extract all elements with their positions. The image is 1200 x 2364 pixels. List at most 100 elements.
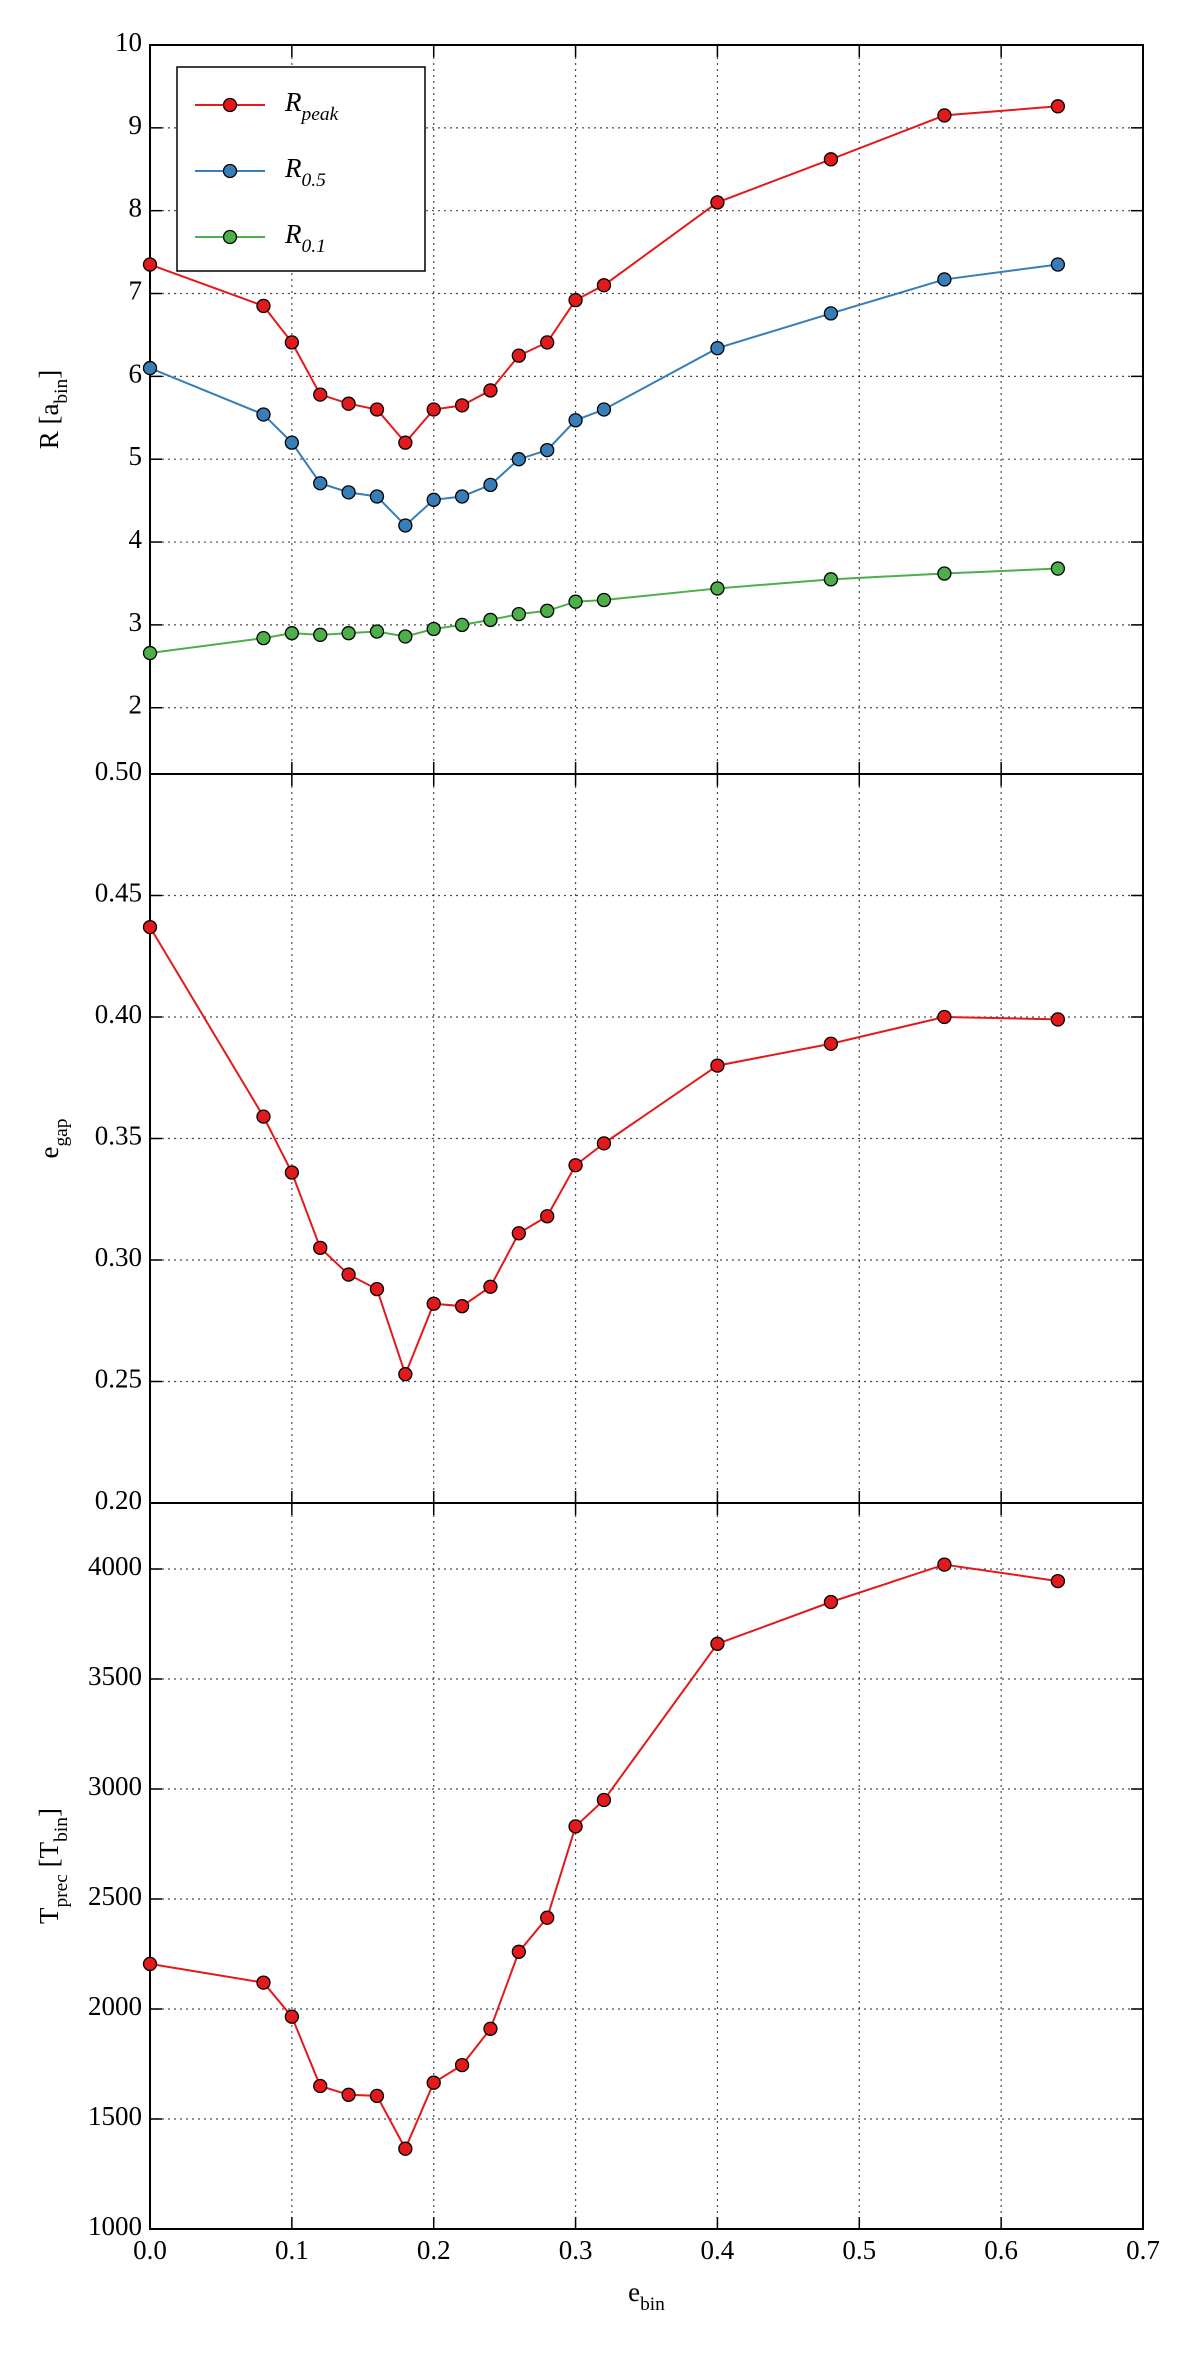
data-point xyxy=(142,919,158,935)
data-point xyxy=(540,603,555,618)
data-point xyxy=(256,1975,271,1990)
x-tick-label: 0.3 xyxy=(559,2235,593,2265)
y-tick-label: 4 xyxy=(129,524,143,554)
series-line xyxy=(149,263,1059,527)
data-point xyxy=(142,645,158,661)
data-point xyxy=(341,626,356,641)
data-point xyxy=(426,2075,441,2090)
data-point xyxy=(256,298,271,314)
y-axis-label: R [abin] xyxy=(34,370,72,450)
y-axis-label: egap xyxy=(34,1118,72,1158)
data-point xyxy=(540,442,555,458)
data-point xyxy=(284,626,300,641)
y-tick-label: 0.30 xyxy=(95,1242,142,1272)
y-tick-label: 2000 xyxy=(88,1991,142,2021)
data-point xyxy=(823,1036,839,1051)
y-tick-label: 10 xyxy=(115,27,142,57)
data-point xyxy=(369,1282,385,1297)
data-point xyxy=(511,452,526,467)
plot-frame xyxy=(149,773,1144,1504)
y-tick-label: 4000 xyxy=(88,1551,142,1581)
data-point xyxy=(341,396,356,411)
data-point xyxy=(483,383,498,398)
x-tick-label: 0.6 xyxy=(984,2235,1018,2265)
data-point xyxy=(284,1165,300,1180)
y-tick-label: 7 xyxy=(129,276,143,306)
data-point xyxy=(568,292,583,308)
y-tick-label: 3000 xyxy=(88,1771,142,1801)
data-point xyxy=(454,617,470,633)
data-point xyxy=(1050,1012,1066,1027)
data-point xyxy=(568,594,583,609)
data-point xyxy=(596,402,612,417)
legend-label: Rpeak xyxy=(284,87,339,125)
legend-label: R0.1 xyxy=(284,219,326,257)
x-tick-label: 0.4 xyxy=(701,2235,735,2265)
data-point xyxy=(341,1267,356,1282)
data-point xyxy=(341,485,356,500)
data-point xyxy=(540,1209,555,1224)
data-point xyxy=(1050,561,1066,576)
x-tick-label: 0.1 xyxy=(275,2235,309,2265)
data-point xyxy=(284,2009,300,2024)
y-tick-label: 1500 xyxy=(88,2101,142,2131)
data-point xyxy=(369,489,385,504)
data-point xyxy=(454,489,470,504)
data-point xyxy=(823,572,839,587)
y-tick-label: 0.45 xyxy=(95,878,142,908)
x-tick-label: 0.5 xyxy=(842,2235,876,2265)
x-axis-label: ebin xyxy=(628,2277,665,2315)
data-point xyxy=(511,1944,526,1959)
data-point xyxy=(710,581,725,596)
y-tick-label: 3 xyxy=(129,607,143,637)
data-point xyxy=(710,341,725,356)
data-point xyxy=(426,1296,441,1311)
data-point xyxy=(483,612,498,628)
series-line xyxy=(149,105,1058,445)
data-point xyxy=(313,2078,328,2094)
data-point xyxy=(511,348,526,363)
data-point xyxy=(710,195,725,210)
data-point xyxy=(1050,257,1066,272)
data-point xyxy=(313,476,328,491)
data-point xyxy=(568,1158,583,1173)
legend-marker xyxy=(222,97,238,113)
data-point xyxy=(426,402,441,417)
plot-frame xyxy=(149,1502,1144,2230)
data-point xyxy=(1050,1573,1066,1589)
y-tick-label: 6 xyxy=(129,359,143,389)
x-tick-label: 0.0 xyxy=(133,2235,167,2265)
data-point xyxy=(483,2021,498,2036)
data-point xyxy=(256,1109,271,1124)
data-point xyxy=(823,152,839,167)
data-point xyxy=(823,1594,839,1610)
y-tick-label: 2500 xyxy=(88,1881,142,1911)
data-point xyxy=(284,435,300,450)
data-point xyxy=(511,606,526,622)
y-tick-label: 0.35 xyxy=(95,1121,142,1151)
data-point xyxy=(511,1226,526,1241)
data-point xyxy=(540,335,555,350)
data-point xyxy=(483,1279,498,1294)
data-point xyxy=(454,398,470,413)
y-tick-label: 0.20 xyxy=(95,1485,142,1515)
y-tick-label: 1000 xyxy=(88,2211,142,2241)
legend-marker xyxy=(222,229,238,245)
data-point xyxy=(937,566,952,581)
data-point xyxy=(596,278,612,293)
data-point xyxy=(568,1819,583,1834)
data-point xyxy=(313,387,328,402)
data-point xyxy=(540,1910,555,1925)
series-line xyxy=(149,1563,1059,2151)
y-tick-label: 5 xyxy=(129,441,143,471)
data-point xyxy=(369,2088,385,2104)
data-point xyxy=(596,1136,612,1151)
data-point xyxy=(256,407,271,422)
y-axis-label: Tprec [Tbin] xyxy=(34,1808,72,1924)
data-point xyxy=(426,492,441,507)
legend-box xyxy=(176,66,426,272)
data-point xyxy=(398,518,413,533)
data-point xyxy=(313,1240,328,1255)
data-point xyxy=(142,257,158,272)
data-point xyxy=(937,108,952,123)
